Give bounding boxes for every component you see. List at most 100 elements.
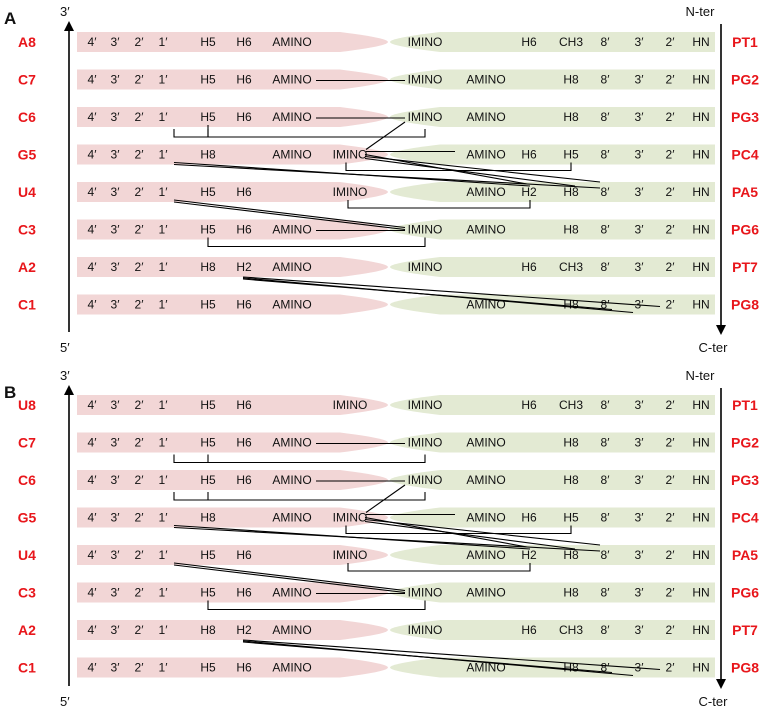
rna-atom-label: H5 xyxy=(200,398,216,412)
noe-connection-line xyxy=(242,277,634,314)
panel-a-row-a8: A8 PT1 4′ 3′ 2′ 1′ H5 H6 AMINO IMINO H6 CH3 8′ 3′ 2′ HN xyxy=(18,32,758,52)
pna-strand-band xyxy=(390,620,715,640)
noe-connection-line xyxy=(347,563,531,572)
noe-connection-line xyxy=(364,518,601,546)
pna-atom-label: 3′ xyxy=(635,35,645,49)
pna-atom-label: AMINO xyxy=(466,436,505,450)
pna-atom-label: 3′ xyxy=(635,586,645,600)
pna-atom-label: CH3 xyxy=(559,623,583,637)
rna-residue-label: C1 xyxy=(18,297,36,313)
panel-a-left-bottom-label: 5′ xyxy=(60,340,70,355)
panel-label-b: B xyxy=(4,383,16,402)
pna-atom-label: 8′ xyxy=(601,35,611,49)
rna-atom-label: 3′ xyxy=(111,298,121,312)
rna-strand-band xyxy=(77,395,388,415)
panel-a-row-c6: C6 PG3 4′ 3′ 2′ 1′ H5 H6 AMINO IMINO AMINO H8 8′ 3′ 2′… xyxy=(18,107,759,127)
rna-strand-band xyxy=(77,294,388,315)
noe-connection-line xyxy=(173,562,406,592)
rna-atom-label: H6 xyxy=(236,661,252,675)
rna-atom-label: AMINO xyxy=(272,223,311,237)
pna-atom-label: HN xyxy=(692,35,709,49)
pna-strand-band xyxy=(390,507,715,528)
pna-atom-label: 8′ xyxy=(601,110,611,124)
pna-atom-label: H6 xyxy=(521,260,537,274)
rna-atom-label: 4′ xyxy=(88,185,98,199)
rna-atom-label: H6 xyxy=(236,473,252,487)
rna-atom-label: 4′ xyxy=(88,110,98,124)
pna-atom-label: H6 xyxy=(521,623,537,637)
rna-atom-label: 2′ xyxy=(135,148,145,162)
rna-atom-label: 2′ xyxy=(135,398,145,412)
pna-atom-label: H2 xyxy=(521,548,537,562)
pna-atom-label: 3′ xyxy=(635,623,645,637)
rna-atom-label: 2′ xyxy=(135,548,145,562)
rna-atom-label: AMINO xyxy=(272,35,311,49)
rna-atom-label: 2′ xyxy=(135,73,145,87)
pna-atom-label: AMINO xyxy=(466,73,505,87)
pna-atom-label: HN xyxy=(692,223,709,237)
rna-atom-label: H6 xyxy=(236,586,252,600)
pna-atom-label: IMINO xyxy=(408,623,443,637)
panel-a-row-c7: C7 PG2 4′ 3′ 2′ 1′ H5 H6 AMINO IMINO AMINO H8 8′ 3′ 2′… xyxy=(18,69,759,90)
pna-atom-label: 3′ xyxy=(635,436,645,450)
rna-residue-label: A2 xyxy=(18,259,36,275)
panel-b-row-c6: C6 PG3 4′ 3′ 2′ 1′ H5 H6 AMINO IMINO AMINO H8 8′ 3′ 2′… xyxy=(18,470,759,490)
rna-atom-label: AMINO xyxy=(272,73,311,87)
rna-atom-label: 1′ xyxy=(159,398,169,412)
panel-b: B 3′ 5′ N-ter C-ter U8 PT1 4′ 3′ 2′ 1′ H5 H6 IMI… xyxy=(4,368,759,709)
rna-atom-label: AMINO xyxy=(272,661,311,675)
pna-atom-label: HN xyxy=(692,436,709,450)
rna-atom-label: H8 xyxy=(200,623,216,637)
pna-residue-label: PG2 xyxy=(731,435,759,451)
rna-atom-label: H5 xyxy=(200,35,216,49)
pna-atom-label: IMINO xyxy=(408,260,443,274)
pna-atom-label: 3′ xyxy=(635,398,645,412)
rna-strand-band xyxy=(77,432,388,453)
rna-strand-band xyxy=(77,219,388,240)
pna-strand-band xyxy=(390,182,715,202)
rna-residue-label: U8 xyxy=(18,397,36,413)
rna-atom-label: 3′ xyxy=(111,260,121,274)
pna-strand-band xyxy=(390,32,715,52)
panel-b-left-bottom-label: 5′ xyxy=(60,694,70,709)
rna-residue-label: G5 xyxy=(18,510,37,526)
pna-atom-label: 2′ xyxy=(666,398,676,412)
rna-atom-label: 3′ xyxy=(111,586,121,600)
rna-atom-label: 2′ xyxy=(135,473,145,487)
rna-atom-label: H8 xyxy=(200,260,216,274)
pna-residue-label: PT7 xyxy=(732,622,758,638)
pna-atom-label: HN xyxy=(692,623,709,637)
pna-atom-label: H6 xyxy=(521,148,537,162)
pna-atom-label: HN xyxy=(692,185,709,199)
rna-residue-label: C3 xyxy=(18,222,36,238)
rna-atom-label: 3′ xyxy=(111,623,121,637)
rna-atom-label: 1′ xyxy=(159,110,169,124)
pna-atom-label: IMINO xyxy=(408,73,443,87)
pna-atom-label: H6 xyxy=(521,35,537,49)
pna-atom-label: AMINO xyxy=(466,298,505,312)
rna-atom-label: 1′ xyxy=(159,73,169,87)
pna-residue-label: PG8 xyxy=(731,297,759,313)
pna-atom-label: H8 xyxy=(563,73,579,87)
rna-atom-label: 3′ xyxy=(111,436,121,450)
pna-atom-label: 2′ xyxy=(666,548,676,562)
rna-strand-band xyxy=(77,507,388,528)
noe-connection-line xyxy=(173,526,601,552)
pna-atom-label: 8′ xyxy=(601,548,611,562)
rna-atom-label: H5 xyxy=(200,223,216,237)
rna-atom-label: H5 xyxy=(200,110,216,124)
panel-a: A 3′ 5′ N-ter C-ter A8 PT1 4′ 3′ 2′ 1′ H5 H6 AMI… xyxy=(4,4,759,355)
pna-atom-label: 2′ xyxy=(666,298,676,312)
rna-atom-label: IMINO xyxy=(333,148,368,162)
pna-atom-label: HN xyxy=(692,661,709,675)
noe-connection-line xyxy=(242,276,661,308)
pna-strand-band xyxy=(390,69,715,90)
pna-atom-label: 2′ xyxy=(666,223,676,237)
rna-atom-label: IMINO xyxy=(333,185,368,199)
pna-residue-label: PT1 xyxy=(732,34,758,50)
pna-residue-label: PG6 xyxy=(731,222,759,238)
panel-a-right-bottom-label: C-ter xyxy=(699,340,729,355)
pna-atom-label: IMINO xyxy=(408,110,443,124)
noe-connection-line xyxy=(364,157,576,187)
pna-residue-label: PA5 xyxy=(732,547,758,563)
